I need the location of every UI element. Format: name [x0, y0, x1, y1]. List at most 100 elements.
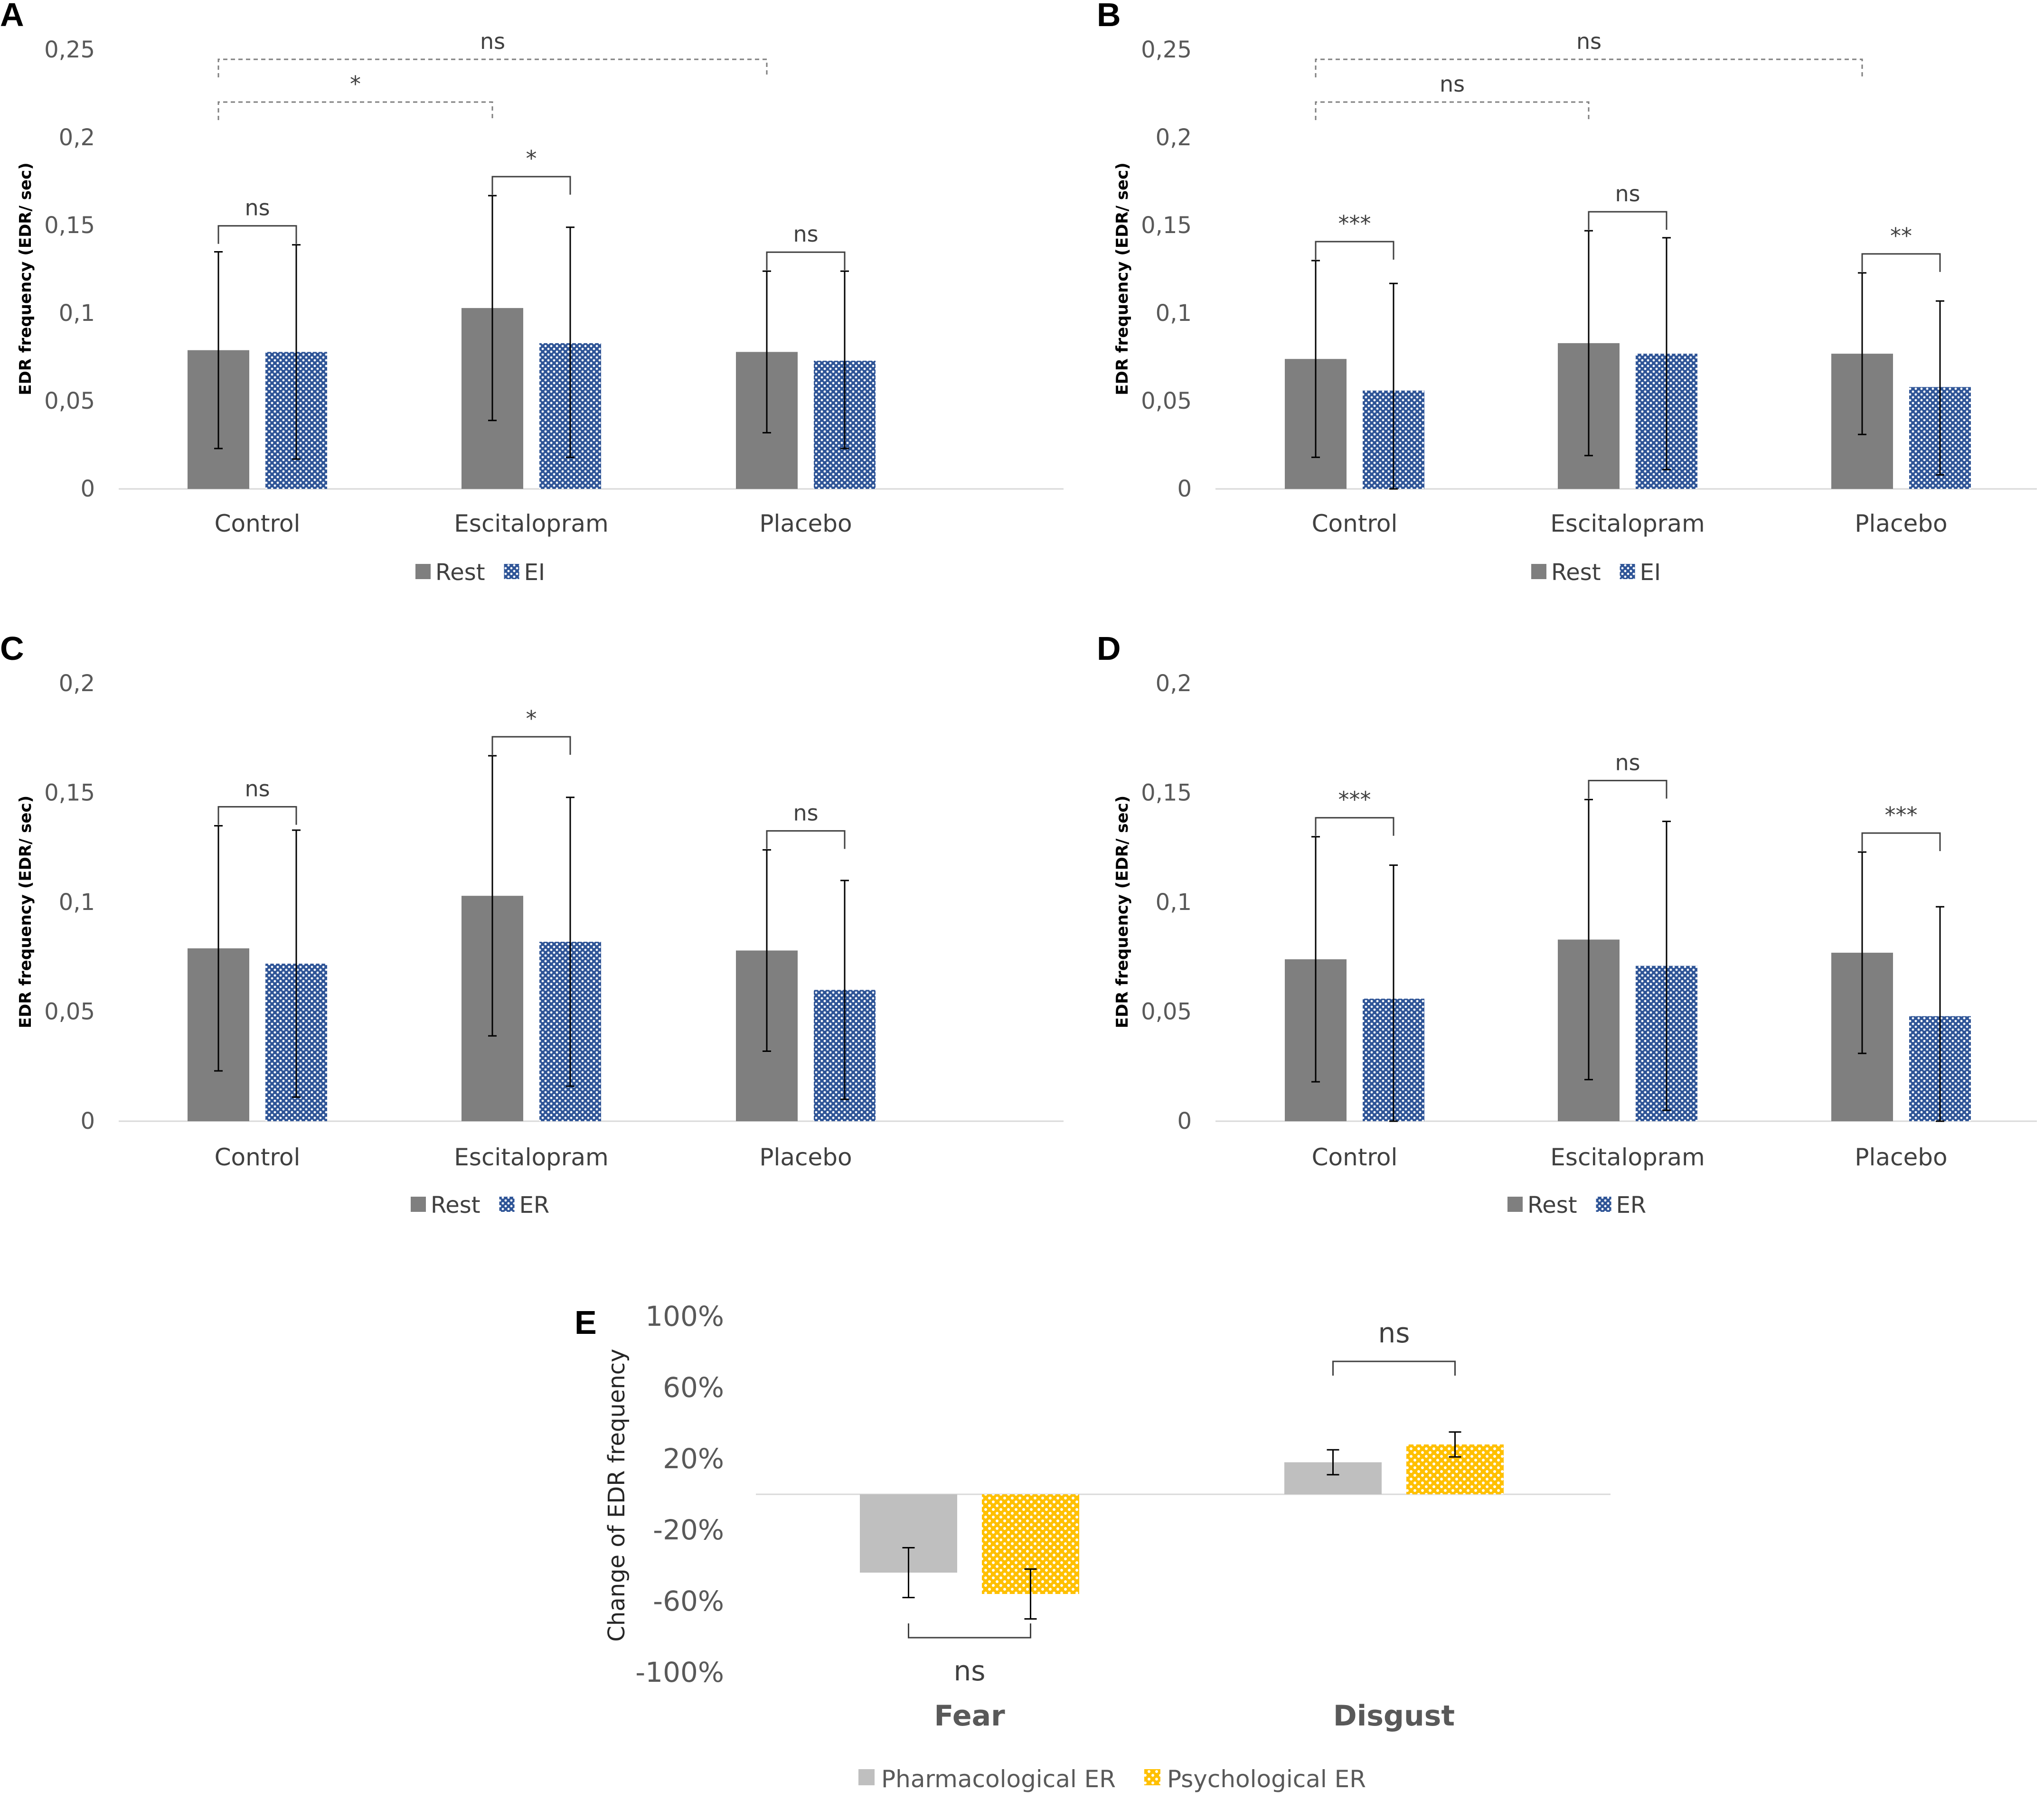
chart-panel-d: 0 0,05 0,1 0,15 0,2 EDR frequency (EDR/ sec) C… — [1113, 670, 2037, 1219]
legend-swatch-psychological — [1144, 1769, 1160, 1785]
panel-letter-e: E — [575, 1304, 597, 1341]
significance-label: ns — [793, 800, 818, 825]
group-comparison-bracket — [1315, 58, 1863, 77]
category-label: Placebo — [759, 1144, 852, 1171]
significance-bracket — [1332, 1360, 1456, 1376]
panel-letter-b: B — [1097, 0, 1121, 33]
legend-swatch-rest — [1531, 564, 1546, 579]
y-tick-label: 0 — [80, 1108, 95, 1134]
significance-bracket — [1588, 779, 1667, 799]
chart-panel-a: 0 0,05 0,1 0,15 0,2 0,25 EDR frequency (EDR/ s… — [16, 28, 1064, 586]
group-comparison-bracket — [217, 101, 493, 120]
category-label: Escitalopram — [1550, 510, 1705, 537]
panel-letter-d: D — [1097, 630, 1121, 667]
significance-label: ns — [793, 221, 818, 247]
y-axis-label: EDR frequency (EDR/ sec) — [1113, 796, 1132, 1028]
y-tick-label: 0,05 — [44, 388, 95, 414]
legend-label: ER — [519, 1192, 550, 1219]
significance-bracket — [766, 251, 846, 271]
category-label: Disgust — [1333, 1699, 1455, 1733]
y-tick-label: 0,05 — [1141, 388, 1192, 414]
significance-label: ns — [245, 195, 270, 221]
category-label: Fear — [934, 1699, 1005, 1733]
category-label: Placebo — [759, 510, 852, 537]
significance-bracket — [491, 176, 571, 195]
chart-panel-b: 0 0,05 0,1 0,15 0,2 0,25 EDR frequency (EDR/ s… — [1113, 28, 2037, 586]
legend-label: Pharmacological ER — [881, 1765, 1116, 1793]
y-axis-label: EDR frequency (EDR/ sec) — [16, 796, 35, 1028]
significance-bracket — [1861, 253, 1941, 272]
category-label: Escitalopram — [454, 510, 608, 537]
legend-swatch-rest — [411, 1197, 426, 1212]
significance-label: *** — [1338, 787, 1371, 813]
legend-label: ER — [1616, 1192, 1647, 1219]
legend-label: Psychological ER — [1167, 1765, 1366, 1793]
y-tick-label: 0,05 — [1141, 999, 1192, 1025]
y-tick-label: 0,1 — [1156, 889, 1192, 916]
y-axis-label: Change of EDR frequency — [603, 1349, 630, 1641]
significance-bracket — [1315, 241, 1394, 260]
y-tick-label: 0,1 — [1156, 300, 1192, 327]
y-tick-label: -60% — [653, 1585, 724, 1617]
group-comparison-bracket — [1315, 101, 1590, 120]
y-tick-label: 0 — [1177, 476, 1192, 502]
significance-label: ns — [954, 1655, 986, 1687]
legend-label: Rest — [435, 559, 485, 586]
y-tick-label: 0,2 — [59, 670, 95, 697]
category-label: Control — [215, 1144, 301, 1171]
y-tick-label: 0,15 — [1141, 780, 1192, 806]
significance-bracket — [908, 1623, 1031, 1639]
y-axis-label: EDR frequency (EDR/ sec) — [16, 162, 35, 395]
legend-swatch-er — [1596, 1197, 1611, 1212]
category-label: Control — [1312, 510, 1398, 537]
legend-label: Rest — [1527, 1192, 1577, 1219]
significance-label: *** — [1885, 802, 1918, 828]
y-tick-label: 0,2 — [59, 124, 95, 151]
legend-label: EI — [524, 559, 545, 586]
significance-label: ns — [1615, 181, 1640, 206]
y-tick-label: 0,2 — [1156, 124, 1192, 151]
category-label: Placebo — [1855, 1144, 1947, 1171]
chart-panel-e: -100% -60% -20% 20% 60% 100% Change of EDR fre… — [603, 1300, 1611, 1793]
significance-bracket — [766, 830, 846, 849]
legend-swatch-pharmacological — [858, 1769, 875, 1785]
legend-label: Rest — [1551, 559, 1601, 586]
significance-label: * — [526, 146, 537, 171]
legend-swatch-er — [499, 1197, 515, 1212]
y-tick-label: 0,2 — [1156, 670, 1192, 697]
category-label: Escitalopram — [454, 1144, 608, 1171]
category-label: Control — [215, 510, 301, 537]
significance-label: ns — [1378, 1317, 1410, 1349]
significance-label: *** — [1338, 211, 1371, 236]
y-tick-label: 0,1 — [59, 300, 95, 327]
legend-label: Rest — [431, 1192, 480, 1219]
chart-panel-c: 0 0,05 0,1 0,15 0,2 EDR frequency (EDR/ sec) C… — [16, 670, 1064, 1219]
group-comparison-label: ns — [1576, 28, 1601, 54]
significance-bracket — [1588, 211, 1667, 230]
significance-bracket — [491, 736, 571, 755]
category-label: Placebo — [1855, 510, 1947, 537]
y-tick-label: 20% — [663, 1443, 724, 1475]
group-comparison-label: ns — [480, 28, 505, 54]
y-tick-label: -100% — [635, 1656, 724, 1688]
y-axis-label: EDR frequency (EDR/ sec) — [1113, 162, 1132, 395]
group-comparison-label: ns — [1440, 71, 1465, 97]
significance-label: ns — [245, 776, 270, 802]
category-label: Control — [1312, 1144, 1398, 1171]
panel-letter-c: C — [0, 630, 24, 667]
y-tick-label: 0,15 — [1141, 212, 1192, 239]
significance-label: * — [526, 706, 537, 731]
y-tick-label: 0 — [1177, 1108, 1192, 1134]
y-tick-label: 0,05 — [44, 999, 95, 1025]
y-tick-label: 0,1 — [59, 889, 95, 916]
y-tick-label: 0 — [80, 476, 95, 502]
y-tick-label: 0,25 — [1141, 37, 1192, 63]
significance-label: ns — [1615, 750, 1640, 775]
y-tick-label: 60% — [663, 1371, 724, 1404]
significance-bracket — [1315, 817, 1394, 836]
group-comparison-bracket — [217, 58, 768, 77]
y-tick-label: 0,15 — [44, 212, 95, 239]
legend-swatch-ei — [504, 564, 519, 579]
significance-bracket — [217, 806, 297, 825]
